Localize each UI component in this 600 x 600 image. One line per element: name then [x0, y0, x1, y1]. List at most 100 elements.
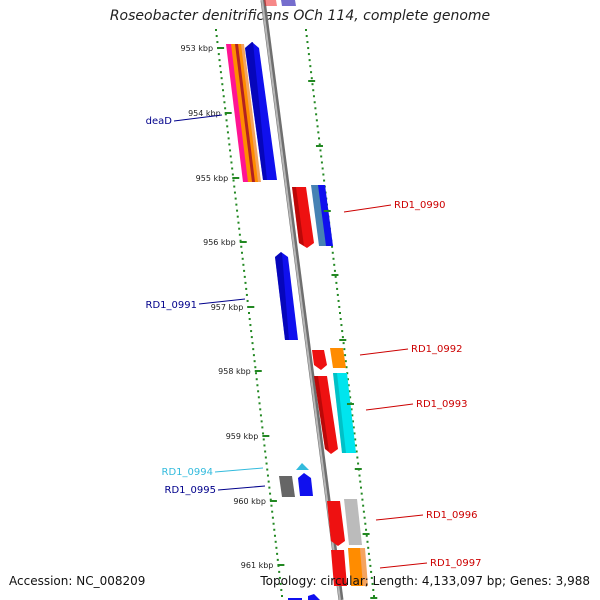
- ruler-dot: [222, 89, 225, 92]
- ruler-dot: [271, 516, 274, 519]
- ruler-dot: [322, 173, 325, 176]
- ruler-dot: [240, 251, 243, 254]
- ruler-dot: [278, 576, 281, 579]
- ruler-dot: [339, 318, 342, 321]
- ruler-dot: [265, 462, 268, 465]
- ruler-dot: [234, 197, 237, 200]
- ruler-dot: [336, 287, 339, 290]
- ruler-dot: [236, 209, 239, 212]
- ruler-dot: [331, 245, 334, 248]
- ruler-dot: [308, 59, 311, 62]
- ruler-dot: [238, 233, 241, 236]
- leader-line: [359, 348, 409, 356]
- genome-summary: Topology: circular; Length: 4,133,097 bp…: [260, 574, 590, 588]
- ruler-dot: [226, 125, 229, 128]
- gene-shade: [292, 187, 304, 246]
- ruler-dot: [312, 95, 315, 98]
- gene-feature: [348, 548, 364, 586]
- ruler-dot: [307, 47, 310, 50]
- ruler-dot: [238, 227, 241, 230]
- ruler-dot: [239, 239, 242, 242]
- ruler-dot: [240, 245, 243, 248]
- ruler-dot: [245, 293, 248, 296]
- ruler-dot: [373, 595, 375, 597]
- ruler-dot: [273, 528, 276, 531]
- ruler-dot: [364, 522, 367, 525]
- ruler-dot: [317, 131, 320, 134]
- ruler-dot: [316, 125, 319, 128]
- ruler-dot: [371, 582, 374, 585]
- ruler-dot: [362, 510, 365, 513]
- ruler-dot: [252, 354, 255, 357]
- gene-feature: [281, 0, 296, 6]
- gene-label: RD1_0994: [162, 467, 213, 478]
- ruler-dot: [248, 312, 250, 314]
- ruler-dot: [219, 71, 222, 74]
- ruler-dot: [356, 456, 359, 459]
- ruler-dot: [318, 143, 321, 146]
- ruler-dot: [262, 438, 265, 441]
- ruler-dot: [233, 185, 236, 188]
- gene-feature: [241, 44, 261, 182]
- ruler-dot: [251, 342, 254, 345]
- ruler-dot: [333, 269, 336, 272]
- gene-label: RD1_0996: [426, 510, 477, 521]
- ruler-dot: [347, 384, 350, 387]
- ruler-dot: [255, 372, 258, 375]
- ruler-dot: [223, 101, 226, 104]
- ruler-dot: [254, 366, 257, 369]
- ruler-dot: [354, 444, 357, 447]
- ruler-dot: [348, 390, 351, 393]
- gene-labels: deaD RD1_0990 RD1_0991 RD1_0992 RD1_0993 RD1_…: [146, 114, 481, 569]
- ruler-dot: [257, 390, 260, 393]
- ruler-dot: [305, 29, 307, 31]
- ruler-dot: [335, 281, 338, 284]
- ruler-dot: [259, 408, 262, 411]
- ruler-dot: [274, 540, 277, 543]
- ruler-dot: [321, 167, 324, 170]
- ruler-dot: [363, 516, 366, 519]
- ruler-dot: [232, 179, 235, 182]
- ruler-dot: [264, 456, 267, 459]
- ruler-dot: [280, 588, 283, 591]
- ruler-dot: [365, 528, 368, 531]
- tick-label: 954 kbp: [188, 109, 221, 118]
- ruler-dot: [267, 480, 270, 483]
- ruler-dot: [367, 552, 370, 555]
- tick-label: 956 kbp: [203, 238, 236, 247]
- leader-line: [379, 562, 428, 569]
- ruler-dot: [216, 41, 219, 44]
- gene-label: RD1_0992: [411, 344, 462, 355]
- ruler-dot: [235, 203, 238, 206]
- gene-RD1-0996: [327, 501, 345, 546]
- ruler-dot: [341, 336, 344, 339]
- ruler-dot: [336, 293, 339, 296]
- gene-label: deaD: [146, 116, 173, 127]
- gene-label: RD1_0990: [394, 200, 445, 211]
- ruler-dot: [250, 336, 253, 339]
- ruler-dot: [306, 41, 309, 44]
- gene-feature: [264, 0, 277, 6]
- ruler-dot: [346, 372, 349, 375]
- ruler-dot: [350, 408, 353, 411]
- ruler-dot: [250, 330, 253, 333]
- ruler-dot: [340, 324, 343, 327]
- ruler-dot: [266, 468, 269, 471]
- ruler-dot: [358, 474, 361, 477]
- ruler-dot: [227, 137, 230, 140]
- ruler-dot: [361, 498, 364, 501]
- ruler-dot: [370, 576, 373, 579]
- leader-line: [198, 298, 246, 305]
- ruler-dot: [343, 348, 346, 351]
- backbone: [260, 0, 344, 600]
- ruler-dot: [333, 263, 336, 266]
- ruler-dot: [337, 299, 340, 302]
- ruler-dot: [255, 378, 258, 381]
- ruler-dot: [323, 179, 326, 182]
- gene-feature: [311, 185, 327, 246]
- ruler-dot: [276, 558, 279, 561]
- ruler-dot: [233, 191, 236, 194]
- gene-feature: [308, 594, 320, 600]
- ruler-dot: [273, 534, 276, 537]
